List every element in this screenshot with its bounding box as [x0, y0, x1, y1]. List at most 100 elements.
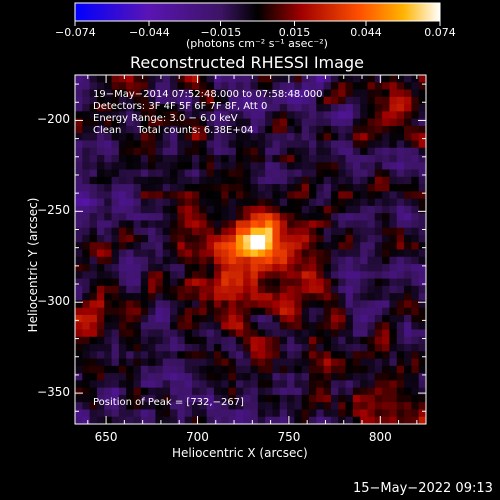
heatmap-cell	[287, 351, 295, 360]
heatmap-cell	[279, 140, 288, 149]
heatmap-cell	[213, 111, 222, 120]
heatmap-cell	[287, 227, 295, 236]
heatmap-cell	[118, 416, 127, 424]
heatmap-cell	[96, 402, 105, 410]
heatmap-cell	[199, 394, 208, 403]
heatmap-cell	[155, 82, 164, 91]
heatmap-cell	[250, 191, 259, 200]
heatmap-cell	[338, 75, 347, 83]
heatmap-cell	[228, 205, 237, 214]
heatmap-cell	[243, 133, 251, 141]
heatmap-cell	[374, 380, 383, 389]
heatmap-cell	[213, 249, 222, 258]
heatmap-cell	[89, 213, 98, 221]
heatmap-cell	[170, 133, 178, 141]
heatmap-cell	[140, 111, 149, 120]
heatmap-cell	[192, 373, 200, 381]
heatmap-cell	[389, 140, 398, 149]
heatmap-cell	[367, 162, 376, 171]
heatmap-cell	[352, 213, 361, 221]
heatmap-cell	[257, 118, 266, 127]
heatmap-cell	[309, 162, 317, 171]
heatmap-cell	[367, 133, 376, 141]
heatmap-cell	[221, 234, 230, 243]
heatmap-cell	[199, 249, 208, 258]
heatmap-cell	[243, 249, 251, 258]
heatmap-cell	[279, 213, 288, 221]
heatmap-cell	[235, 111, 244, 120]
heatmap-cell	[118, 278, 127, 287]
heatmap-cell	[323, 213, 332, 221]
heatmap-cell	[96, 242, 105, 250]
heatmap-cell	[323, 89, 332, 98]
heatmap-cell	[221, 198, 230, 207]
heatmap-cell	[148, 118, 156, 127]
heatmap-cell	[148, 169, 156, 178]
heatmap-cell	[374, 365, 383, 374]
heatmap-cell	[338, 271, 347, 280]
heatmap-cell	[374, 198, 383, 207]
heatmap-cell	[155, 227, 164, 236]
y-axis-label: Heliocentric Y (arcsec)	[26, 197, 40, 333]
heatmap-cell	[162, 409, 171, 418]
heatmap-cell	[411, 373, 420, 381]
heatmap-cell	[404, 409, 412, 418]
heatmap-cell	[170, 118, 178, 127]
heatmap-cell	[294, 205, 303, 214]
timestamp: 15−May−2022 09:13	[353, 481, 493, 496]
heatmap-cell	[265, 213, 273, 221]
heatmap-cell	[75, 96, 83, 105]
heatmap-cell	[75, 307, 83, 316]
heatmap-cell	[155, 184, 164, 192]
heatmap-cell	[287, 358, 295, 367]
y-tick-label: −250	[37, 203, 70, 218]
heatmap-cell	[75, 336, 83, 345]
heatmap-cell	[126, 234, 134, 243]
heatmap-cell	[162, 373, 171, 381]
heatmap-cell	[111, 118, 120, 127]
heatmap-cell	[235, 154, 244, 163]
heatmap-cell	[235, 96, 244, 105]
heatmap-cell	[345, 336, 354, 345]
heatmap-cell	[213, 176, 222, 185]
heatmap-cell	[316, 205, 325, 214]
heatmap-cell	[330, 416, 339, 424]
heatmap-cell	[82, 133, 91, 141]
heatmap-cell	[228, 329, 237, 338]
heatmap-cell	[272, 344, 281, 352]
heatmap-cell	[301, 271, 310, 280]
heatmap-cell	[250, 82, 259, 91]
heatmap-cell	[257, 307, 266, 316]
heatmap-cell	[82, 191, 91, 200]
heatmap-cell	[338, 314, 347, 323]
heatmap-cell	[192, 227, 200, 236]
heatmap-cell	[228, 75, 237, 83]
heatmap-cell	[140, 184, 149, 192]
heatmap-cell	[199, 336, 208, 345]
heatmap-cell	[235, 373, 244, 381]
heatmap-cell	[287, 285, 295, 294]
heatmap-cell	[228, 416, 237, 424]
heatmap-cell	[96, 89, 105, 98]
heatmap-cell	[155, 271, 164, 280]
heatmap-cell	[338, 416, 347, 424]
heatmap-cell	[404, 198, 412, 207]
heatmap-cell	[155, 118, 164, 127]
heatmap-cell	[309, 256, 317, 265]
heatmap-cell	[301, 89, 310, 98]
heatmap-cell	[243, 336, 251, 345]
heatmap-cell	[338, 278, 347, 287]
heatmap-cell	[184, 227, 193, 236]
heatmap-cell	[133, 293, 142, 301]
heatmap-cell	[374, 336, 383, 345]
heatmap-cell	[309, 264, 317, 272]
heatmap-cell	[287, 249, 295, 258]
heatmap-cell	[235, 409, 244, 418]
heatmap-cell	[89, 154, 98, 163]
heatmap-cell	[272, 140, 281, 149]
heatmap-cell	[184, 220, 193, 229]
heatmap-cell	[345, 205, 354, 214]
heatmap-cell	[330, 89, 339, 98]
heatmap-cell	[221, 373, 230, 381]
heatmap-cell	[206, 293, 215, 301]
